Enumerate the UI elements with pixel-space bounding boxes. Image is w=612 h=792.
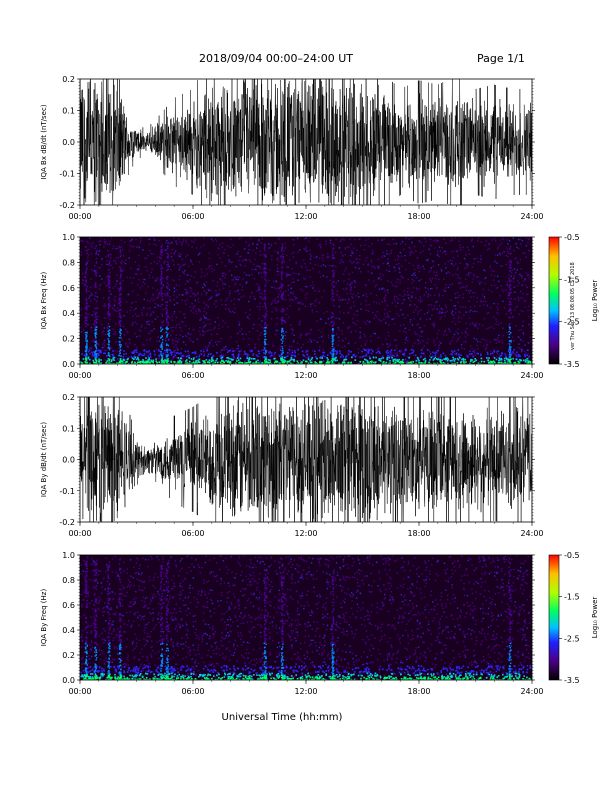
colorbar-tick-label: -0.5 <box>564 233 580 242</box>
x-tick-label: 18:00 <box>407 212 430 221</box>
y-tick-label: 0.0 <box>62 456 75 465</box>
x-tick-label: 00:00 <box>68 212 91 221</box>
y-tick-label: 0.2 <box>62 335 75 344</box>
x-tick-label: 06:00 <box>181 371 204 380</box>
x-tick-label: 24:00 <box>520 687 543 696</box>
y-tick-label: 0.8 <box>62 576 75 585</box>
panel-1: 0.2 0.1 0.0 -0.1 -0.2 00:00 06:00 12:00 18:00 24:… <box>40 75 544 221</box>
colorbar-tick-label: -1.5 <box>564 275 580 284</box>
y-tick-label: 0.0 <box>62 360 75 369</box>
x-tick-label: 18:00 <box>407 371 430 380</box>
y-tick-label: 0.4 <box>62 309 75 318</box>
y-axis-label: IQA By dB/dt (nT/sec) <box>40 422 48 497</box>
page-title: 2018/09/04 00:00–24:00 UT <box>198 52 354 65</box>
spectrogram <box>80 237 532 364</box>
y-tick-label: -0.1 <box>59 487 75 496</box>
page-number: Page 1/1 <box>477 52 525 65</box>
x-tick-label: 00:00 <box>68 371 91 380</box>
dbdt-trace <box>80 79 532 205</box>
x-tick-label: 06:00 <box>181 212 204 221</box>
y-axis-label: IQA Bx dB/dt (nT/sec) <box>40 104 48 179</box>
y-tick-label: 1.0 <box>62 551 75 560</box>
colorbar-label: Log₁₀ Power <box>591 280 599 322</box>
y-tick-label: 0.0 <box>62 676 75 685</box>
panel-4: -0.5 -1.5 -2.5 -3.5 Log₁₀ Power 1.0 0.8 0.6 0.4 0… <box>40 551 599 696</box>
x-tick-label: 12:00 <box>294 212 317 221</box>
x-tick-label: 24:00 <box>520 371 543 380</box>
spectrogram-cells <box>80 555 532 680</box>
x-tick-label: 12:00 <box>294 687 317 696</box>
panel-2: -0.5 -1.5 -2.5 -3.5 Log₁₀ Power 1.0 0.8 0.6 0.4 0… <box>40 233 599 380</box>
panel-3: 0.2 0.1 0.0 -0.1 -0.2 00:00 06:00 12:00 18:00 24:… <box>40 393 544 538</box>
spectrogram-cells <box>80 237 532 364</box>
y-tick-label: 0.0 <box>62 138 75 147</box>
y-tick-label: 0.6 <box>62 601 75 610</box>
x-axis-label: Universal Time (hh:mm) <box>222 712 343 723</box>
x-tick-label: 00:00 <box>68 529 91 538</box>
colorbar <box>548 554 560 681</box>
y-axis-label: IQA Bx Freq (Hz) <box>40 272 48 330</box>
dbdt-trace <box>80 397 532 522</box>
x-tick-label: 24:00 <box>520 212 543 221</box>
x-tick-label: 12:00 <box>294 371 317 380</box>
y-tick-label: -0.2 <box>59 201 75 210</box>
colorbar-tick-label: -2.5 <box>564 634 580 643</box>
y-tick-label: 0.6 <box>62 284 75 293</box>
colorbar-tick-label: -2.5 <box>564 318 580 327</box>
colorbar-tick-label: -3.5 <box>564 676 580 685</box>
colorbar-tick-label: -1.5 <box>564 593 580 602</box>
colorbar <box>548 236 560 365</box>
y-tick-label: 0.2 <box>62 75 75 84</box>
y-tick-label: 0.1 <box>62 107 75 116</box>
y-tick-label: -0.2 <box>59 518 75 527</box>
y-tick-label: 0.2 <box>62 651 75 660</box>
x-tick-label: 18:00 <box>407 529 430 538</box>
x-tick-label: 00:00 <box>68 687 91 696</box>
x-tick-label: 06:00 <box>181 529 204 538</box>
x-tick-label: 12:00 <box>294 529 317 538</box>
colorbar-label: Log₁₀ Power <box>591 597 599 639</box>
y-tick-label: 0.2 <box>62 393 75 402</box>
y-tick-label: 0.1 <box>62 424 75 433</box>
x-tick-label: 24:00 <box>520 529 543 538</box>
x-tick-label: 06:00 <box>181 687 204 696</box>
y-tick-label: 0.4 <box>62 626 75 635</box>
y-tick-label: -0.1 <box>59 170 75 179</box>
x-tick-label: 18:00 <box>407 687 430 696</box>
y-axis-label: IQA By Freq (Hz) <box>40 589 48 647</box>
y-tick-label: 1.0 <box>62 233 75 242</box>
colorbar-tick-label: -3.5 <box>564 360 580 369</box>
colorbar-tick-label: -0.5 <box>564 551 580 560</box>
y-tick-label: 0.8 <box>62 258 75 267</box>
spectrogram <box>80 555 532 680</box>
